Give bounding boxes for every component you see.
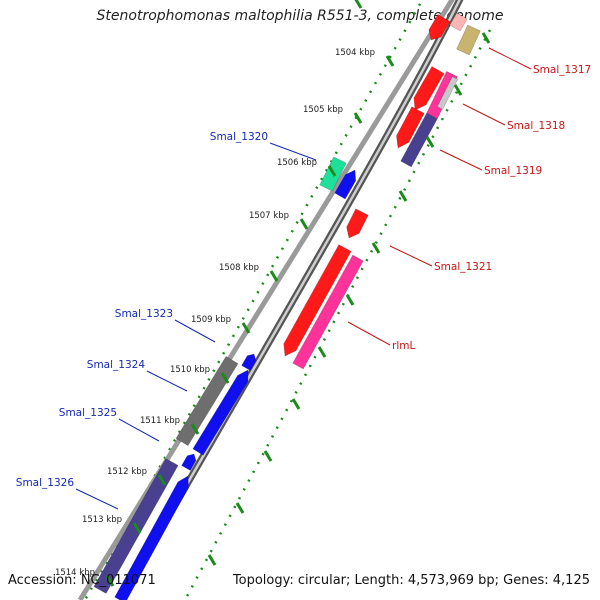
tick-mark: [235, 502, 245, 514]
tick-mark: [345, 294, 355, 306]
gene-label-rlml[interactable]: rlmL: [392, 340, 415, 352]
tick-label: 1510 kbp: [170, 365, 210, 375]
feature-lightpink[interactable]: [449, 12, 468, 32]
tick-mark: [263, 450, 273, 462]
tick-mark: [453, 84, 463, 96]
feature-rlmL[interactable]: [283, 244, 352, 357]
feature-smal-1320[interactable]: [334, 169, 357, 200]
tick-mark: [317, 346, 327, 358]
gene-label-smal-1320[interactable]: Smal_1320: [210, 131, 268, 143]
tick-mark: [371, 242, 381, 254]
map-title: Stenotrophomonas maltophilia R551-3, com…: [96, 8, 504, 24]
tick-mark: [398, 190, 408, 202]
tick-mark: [105, 575, 115, 587]
gene-label-smal-1319[interactable]: Smal_1319: [484, 165, 542, 177]
tick-mark: [269, 270, 279, 282]
leader-line: [347, 321, 391, 346]
tick-label: 1512 kbp: [107, 467, 147, 477]
tick-label: 1513 kbp: [82, 515, 122, 525]
feature-olive-1[interactable]: [456, 24, 481, 56]
tick-label: 1505 kbp: [303, 105, 343, 115]
gene-label-smal-1318[interactable]: Smal_1318: [507, 120, 565, 132]
backbone-second: [77, 0, 455, 600]
leader-line: [439, 149, 483, 171]
leader-line: [146, 370, 188, 392]
feature-navy-1[interactable]: [400, 112, 438, 168]
tick-label: 1508 kbp: [219, 263, 259, 273]
tick-mark: [353, 112, 363, 124]
topology-text: Topology: circular; Length: 4,573,969 bp…: [232, 573, 590, 588]
gene-labels: Smal_1317 Smal_1318 Smal_1319 Smal_1320 Smal…: [16, 47, 591, 510]
gene-label-smal-1321[interactable]: Smal_1321: [434, 261, 492, 273]
tick-label: 1504 kbp: [335, 48, 375, 58]
accession-text: Accession: NC_011071: [8, 573, 156, 588]
feature-pink-2[interactable]: [292, 254, 364, 370]
tick-mark: [241, 322, 251, 334]
tick-mark: [385, 55, 395, 67]
tick-label: 1509 kbp: [191, 315, 231, 325]
feature-smal-1317[interactable]: [428, 14, 451, 41]
gene-label-smal-1324[interactable]: Smal_1324: [87, 359, 146, 371]
tick-mark: [354, 0, 363, 9]
feature-smal-1321[interactable]: [346, 208, 369, 239]
feature-smal-1323[interactable]: [241, 353, 257, 371]
leader-line: [174, 319, 216, 343]
tick-mark: [481, 32, 491, 44]
gene-label-smal-1326[interactable]: Smal_1326: [16, 477, 75, 489]
leader-line: [488, 47, 532, 70]
feature-smal-1324[interactable]: [192, 369, 249, 456]
leader-line: [75, 488, 119, 510]
tick-mark: [207, 554, 217, 566]
feature-gray-1[interactable]: [175, 355, 239, 447]
leader-line: [269, 142, 317, 161]
tick-label: 1514 kbp: [55, 568, 95, 578]
tick-mark: [157, 474, 167, 486]
feature-smal-1319[interactable]: [396, 106, 425, 149]
tick-mark: [190, 423, 200, 435]
tick-mark: [291, 398, 301, 410]
feature-gray-small[interactable]: [436, 76, 459, 110]
tick-mark: [327, 165, 337, 177]
tick-label: 1511 kbp: [140, 416, 180, 426]
gene-label-smal-1317[interactable]: Smal_1317: [533, 64, 591, 76]
feature-smal-1326[interactable]: [114, 475, 189, 600]
feature-smal-1325[interactable]: [181, 453, 197, 471]
feature-smal-1318[interactable]: [413, 66, 445, 111]
gene-label-smal-1323[interactable]: Smal_1323: [115, 308, 173, 320]
leader-line: [462, 103, 506, 126]
tick-label: 1506 kbp: [277, 158, 317, 168]
tick-mark: [220, 372, 230, 384]
leader-line: [118, 418, 160, 442]
tick-mark: [132, 522, 142, 534]
tick-mark: [425, 136, 435, 148]
tick-label: 1507 kbp: [249, 211, 289, 221]
tick-mark: [299, 218, 309, 230]
gene-label-smal-1325[interactable]: Smal_1325: [59, 407, 117, 419]
leader-line: [389, 245, 433, 267]
